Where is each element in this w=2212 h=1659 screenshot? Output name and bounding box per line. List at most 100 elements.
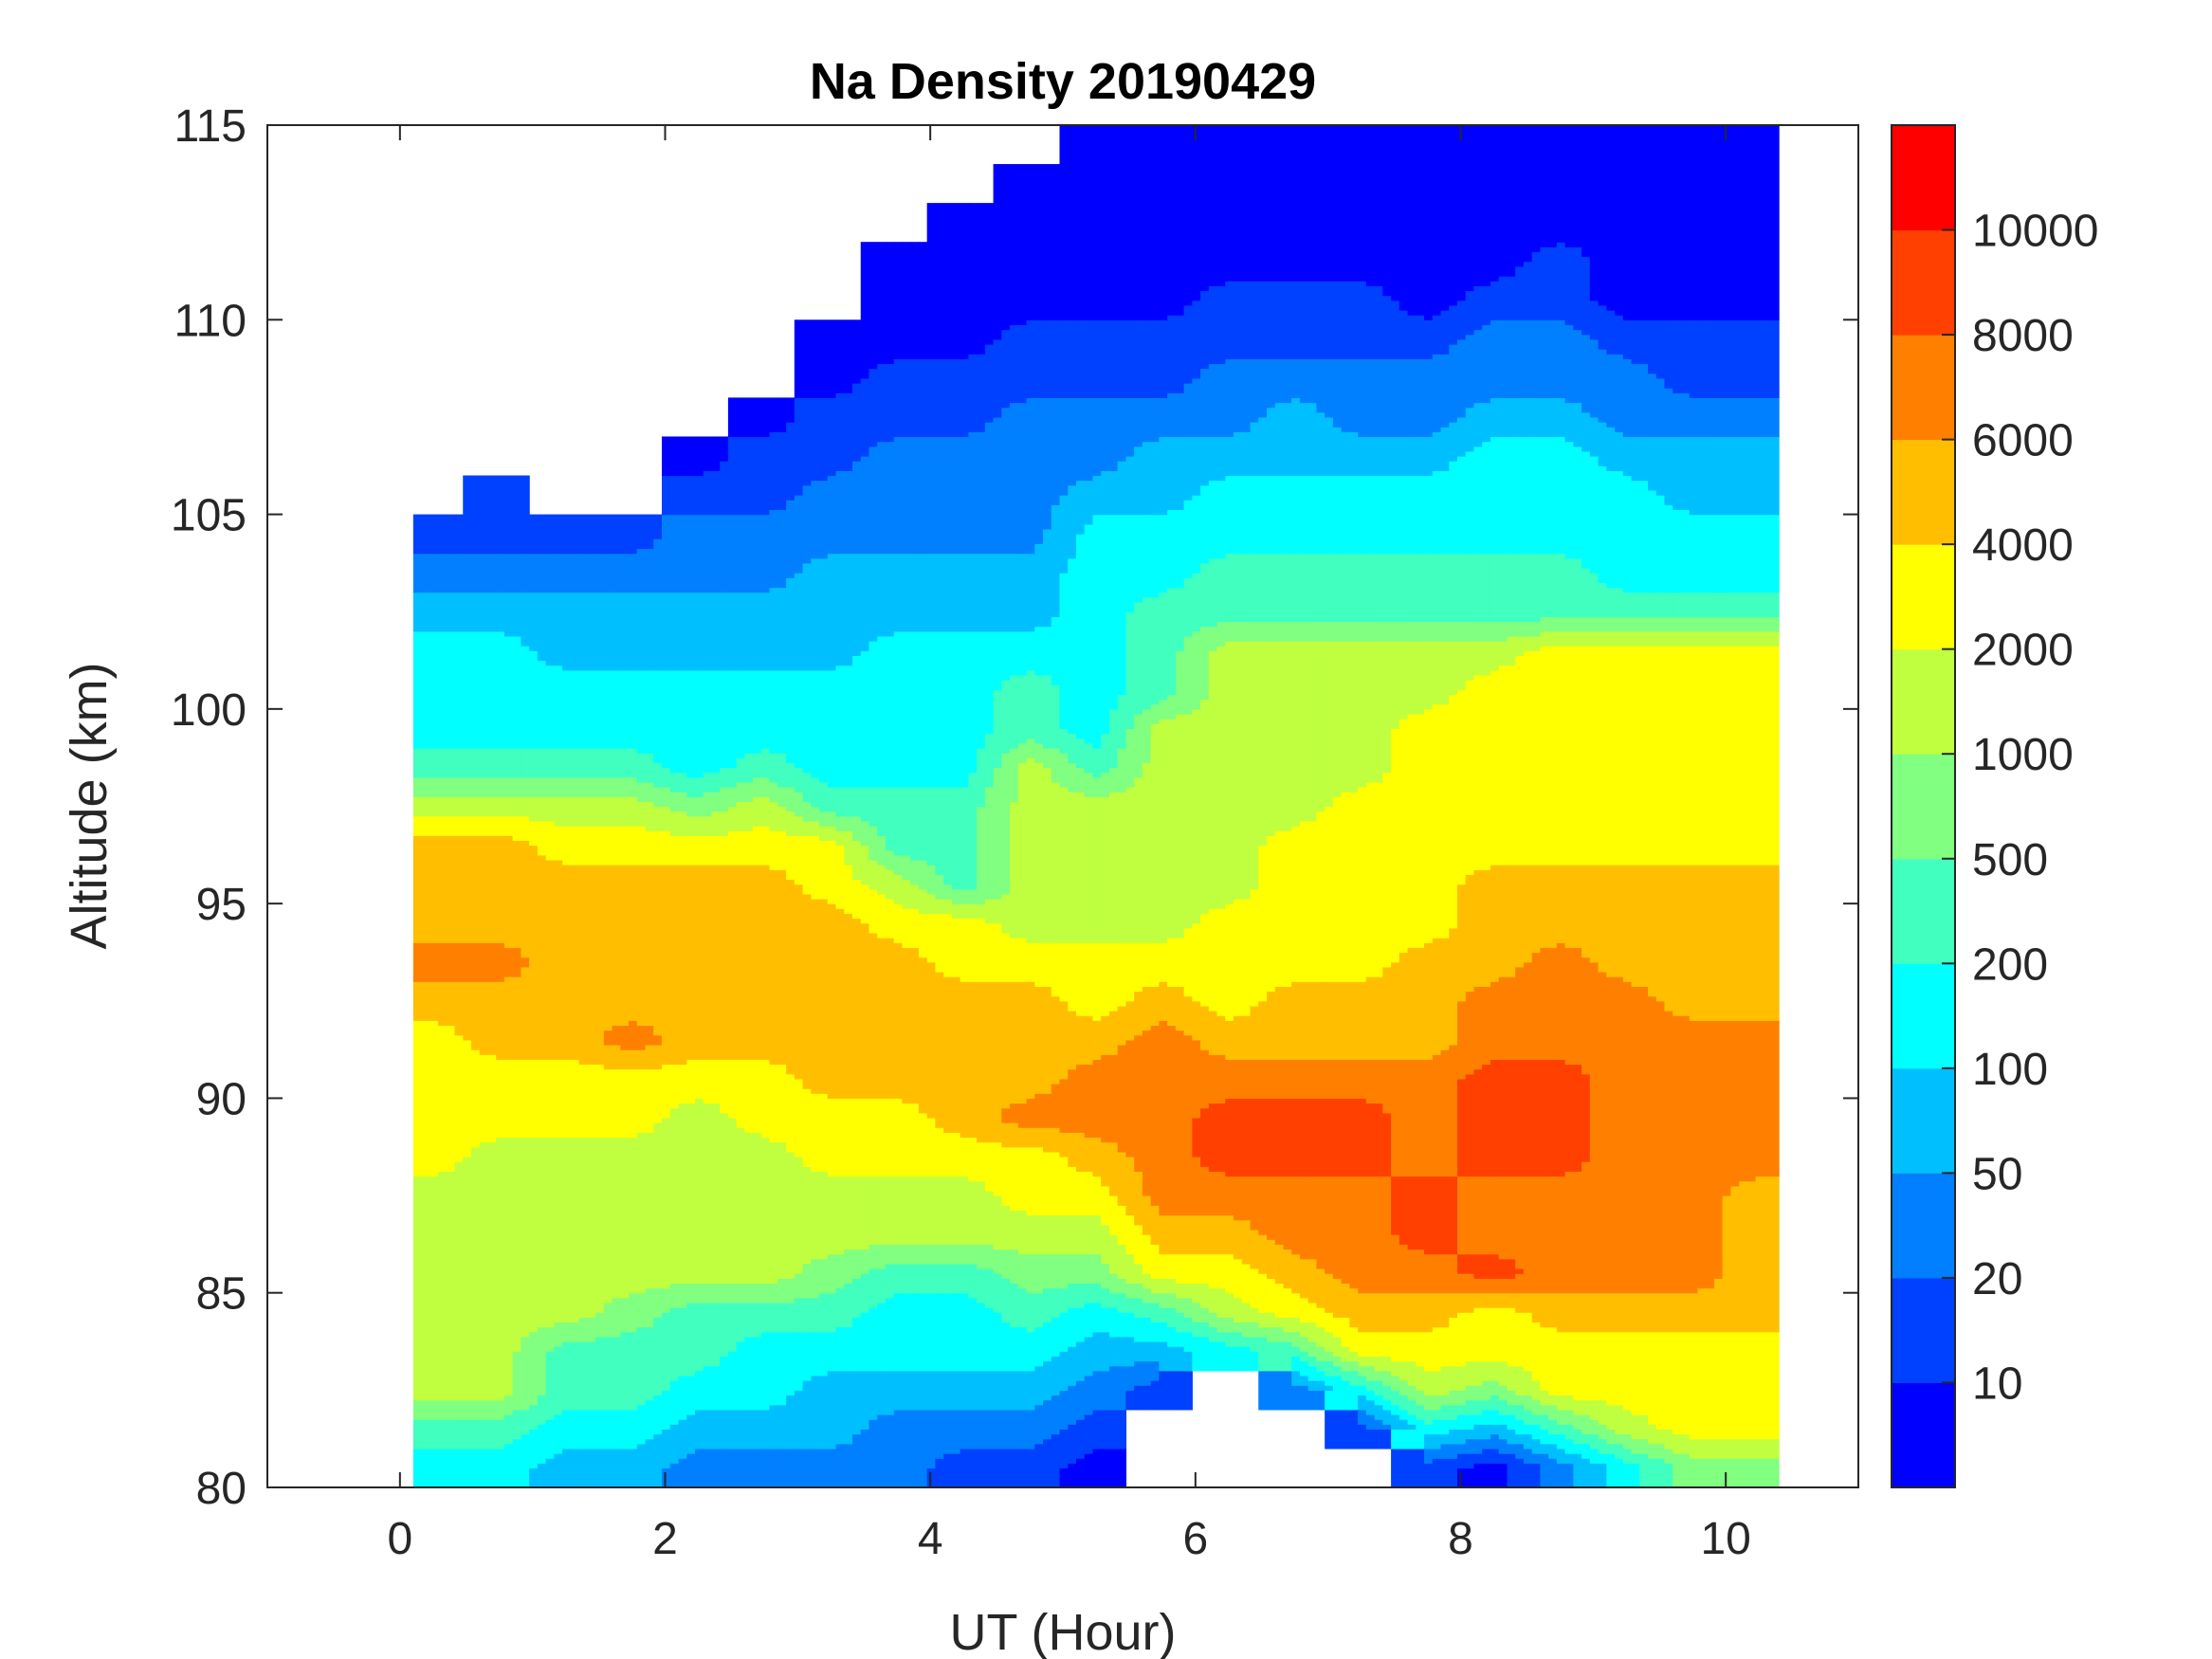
contour-cell-level-3 (1358, 1395, 1367, 1411)
contour-cell-level-5 (470, 747, 481, 778)
contour-cell-level-7 (1341, 641, 1350, 793)
contour-cell-level-3 (777, 1404, 787, 1449)
contour-cell-level-9 (1739, 865, 1748, 1021)
contour-cell-level-7 (1680, 1433, 1691, 1454)
contour-cell-level-4 (612, 1409, 621, 1449)
contour-cell-level-11 (1316, 1098, 1325, 1177)
contour-cell-level-6 (1631, 616, 1640, 632)
contour-cell-level-3 (802, 562, 812, 671)
contour-cell-level-9 (1440, 938, 1450, 1050)
contour-cell-level-9 (852, 918, 862, 1100)
contour-cell-level-4 (852, 1317, 862, 1372)
contour-cell-level-6 (1755, 1458, 1764, 1488)
contour-cell-level-11 (1449, 1176, 1458, 1255)
contour-cell-level-1 (479, 475, 489, 555)
contour-cell-level-5 (1034, 674, 1044, 744)
contour-cell-level-0 (1108, 125, 1119, 320)
contour-cell-level-1 (744, 436, 754, 516)
contour-cell-level-5 (977, 1268, 986, 1304)
contour-cell-level-5 (786, 1302, 795, 1333)
contour-cell-level-5 (545, 747, 555, 778)
contour-cell-level-9 (1398, 952, 1409, 1060)
contour-cell-level-9 (1730, 865, 1740, 1021)
contour-cell-level-9 (554, 859, 563, 1060)
contour-cell-level-4 (496, 1448, 505, 1488)
contour-cell-level-6 (1689, 616, 1699, 632)
contour-cell-level-5 (1416, 1404, 1425, 1420)
contour-cell-level-2 (587, 553, 596, 593)
contour-cell-level-1 (786, 422, 795, 501)
contour-cell-level-4 (1382, 475, 1392, 555)
contour-cell-level-4 (960, 1292, 969, 1372)
contour-cell-level-9 (1523, 1292, 1533, 1313)
contour-cell-level-10 (1772, 1020, 1780, 1177)
contour-cell-level-3 (620, 1448, 630, 1488)
contour-cell-level-8 (811, 1093, 820, 1173)
contour-cell-level-4 (686, 669, 696, 778)
contour-cell-level-10 (1457, 1176, 1467, 1255)
contour-cell-level-7 (1034, 1214, 1044, 1255)
contour-cell-level-4 (1084, 1302, 1094, 1338)
contour-cell-level-6 (802, 801, 812, 822)
contour-cell-level-8 (1200, 913, 1210, 1007)
contour-cell-level-4 (1167, 1326, 1177, 1347)
contour-cell-level-8 (1722, 646, 1732, 866)
contour-cell-level-7 (1316, 641, 1325, 812)
contour-cell-level-10 (1026, 1098, 1035, 1128)
contour-cell-level-11 (1200, 1107, 1210, 1167)
contour-cell-level-10 (1125, 1039, 1135, 1158)
contour-cell-level-6 (662, 786, 671, 808)
contour-cell-level-6 (1622, 616, 1633, 632)
contour-cell-level-9 (753, 865, 762, 1060)
contour-cell-level-0 (910, 242, 920, 359)
contour-cell-level-9 (1449, 927, 1458, 1046)
contour-cell-level-1 (1092, 319, 1102, 398)
contour-cell-level-3 (1175, 1346, 1185, 1372)
contour-cell-level-4 (1407, 1429, 1417, 1449)
contour-cell-level-7 (1175, 1283, 1185, 1299)
contour-cell-level-5 (578, 1341, 588, 1411)
contour-cell-level-1 (736, 436, 745, 516)
contour-cell-level-8 (902, 908, 911, 948)
contour-cell-level-9 (1059, 1000, 1069, 1080)
contour-cell-level-2 (620, 553, 630, 593)
contour-cell-level-6 (578, 776, 588, 797)
contour-cell-level-4 (421, 1448, 430, 1488)
contour-cell-level-8 (1540, 1326, 1549, 1391)
contour-cell-level-1 (1391, 1448, 1400, 1488)
contour-cell-level-5 (960, 1263, 969, 1294)
contour-cell-level-6 (1258, 621, 1268, 642)
contour-cell-level-8 (868, 1098, 878, 1177)
contour-cell-level-1 (587, 514, 596, 555)
contour-cell-level-4 (744, 1336, 754, 1411)
contour-cell-level-2 (736, 1448, 745, 1488)
contour-cell-level-1 (1001, 1448, 1011, 1488)
contour-cell-level-4 (1689, 514, 1699, 593)
contour-cell-level-3 (1192, 436, 1201, 496)
contour-cell-level-8 (1125, 1214, 1135, 1255)
contour-cell-level-7 (1059, 786, 1069, 943)
contour-cell-level-5 (1655, 1458, 1666, 1488)
contour-cell-level-4 (727, 669, 738, 769)
contour-cell-level-2 (1216, 363, 1226, 438)
contour-cell-level-4 (479, 630, 489, 749)
contour-cell-level-8 (1299, 820, 1309, 982)
contour-cell-level-3 (1307, 1380, 1318, 1391)
contour-cell-level-5 (479, 1419, 489, 1449)
contour-cell-level-8 (479, 1054, 489, 1143)
contour-cell-level-0 (1465, 1468, 1475, 1488)
contour-cell-level-0 (868, 242, 878, 370)
contour-cell-level-7 (595, 796, 605, 827)
contour-cell-level-6 (645, 781, 654, 802)
contour-cell-level-4 (1631, 1463, 1640, 1488)
contour-cell-level-8 (1398, 1331, 1409, 1362)
contour-cell-level-8 (1365, 781, 1376, 977)
contour-cell-level-9 (1092, 1020, 1102, 1060)
contour-cell-level-8 (570, 1059, 580, 1139)
contour-cell-level-2 (1465, 1438, 1475, 1454)
contour-cell-level-4 (1125, 1312, 1135, 1338)
contour-cell-level-9 (1382, 1292, 1392, 1333)
contour-cell-level-3 (529, 592, 539, 651)
contour-cell-level-9 (1001, 981, 1011, 1109)
contour-cell-level-9 (1142, 986, 1152, 1031)
